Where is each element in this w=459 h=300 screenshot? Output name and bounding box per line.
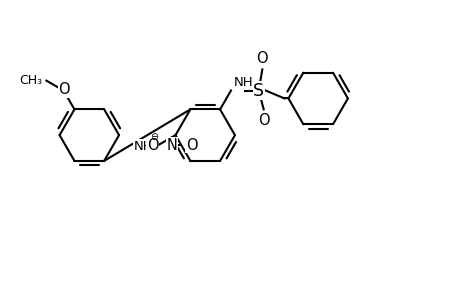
Text: O: O xyxy=(256,50,268,65)
Text: NH: NH xyxy=(133,140,153,153)
Text: O: O xyxy=(146,137,158,152)
Text: S: S xyxy=(253,82,263,100)
Text: CH₃: CH₃ xyxy=(19,74,42,87)
Text: O: O xyxy=(58,82,70,97)
Text: ⊖: ⊖ xyxy=(150,132,158,142)
Text: ⊕: ⊕ xyxy=(167,145,174,154)
Text: O: O xyxy=(186,137,197,152)
Text: NH: NH xyxy=(234,76,253,88)
Text: N: N xyxy=(167,137,177,152)
Text: O: O xyxy=(257,113,269,128)
